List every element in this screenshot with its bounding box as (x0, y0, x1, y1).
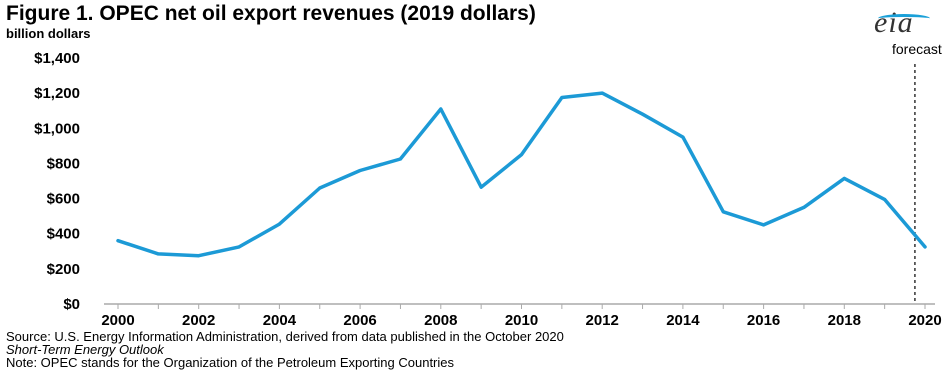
revenue-line (116, 91, 927, 258)
x-tick-label: 2016 (747, 312, 780, 329)
x-tick-label: 2010 (505, 312, 538, 329)
data-point (358, 168, 362, 172)
x-tick-label: 2004 (263, 312, 297, 329)
chart-notes: Source: U.S. Energy Information Administ… (6, 330, 564, 369)
eia-logo-swoosh-icon (878, 14, 930, 23)
y-axis: $0 $200 $400 $600 $800 $1,000 $1,200 $1,400 (34, 50, 80, 313)
forecast-label: forecast (892, 41, 942, 57)
y-tick-label: $400 (47, 226, 80, 243)
x-tick-label: 2002 (182, 312, 215, 329)
data-point (762, 223, 766, 227)
x-tick-label: 2006 (343, 312, 376, 329)
data-point (802, 205, 806, 209)
data-point (923, 245, 927, 249)
data-point (520, 153, 523, 157)
data-point (479, 185, 483, 189)
data-point (600, 91, 604, 95)
y-tick-label: $600 (47, 191, 80, 208)
data-point (560, 96, 564, 100)
data-point (681, 135, 685, 139)
x-axis: 2000 2002 2004 2006 2008 2010 2012 2014 2016 2018… (101, 303, 942, 329)
data-point (197, 254, 201, 258)
data-point (398, 157, 402, 161)
x-tick-label: 2014 (666, 312, 700, 329)
y-tick-label: $0 (63, 296, 80, 313)
data-point (721, 210, 725, 214)
data-point (277, 222, 281, 226)
data-point (641, 112, 645, 116)
series-line (116, 91, 927, 258)
data-point (318, 186, 322, 190)
y-tick-label: $200 (47, 261, 80, 278)
note-text: Note: OPEC stands for the Organization o… (6, 355, 455, 370)
source-text: Source: U.S. Energy Information Administ… (6, 329, 564, 344)
data-point (237, 245, 241, 249)
y-tick-label: $1,200 (34, 85, 80, 102)
x-tick-label: 2018 (828, 312, 861, 329)
source-publication: Short-Term Energy Outlook (6, 342, 164, 357)
data-point (116, 239, 120, 243)
data-point (842, 176, 846, 180)
chart-title: Figure 1. OPEC net oil export revenues (… (6, 2, 536, 25)
x-tick-label: 2000 (101, 312, 134, 329)
data-point (156, 252, 160, 256)
y-axis-units: billion dollars (6, 26, 91, 41)
data-point (883, 197, 887, 201)
y-tick-label: $1,000 (34, 120, 80, 137)
x-tick-label: 2008 (424, 312, 457, 329)
x-tick-label: 2012 (586, 312, 619, 329)
forecast-marker: forecast (892, 41, 942, 304)
y-tick-label: $800 (47, 155, 80, 172)
y-tick-label: $1,400 (34, 50, 80, 67)
data-point (439, 107, 443, 111)
x-tick-label: 2020 (908, 312, 941, 329)
